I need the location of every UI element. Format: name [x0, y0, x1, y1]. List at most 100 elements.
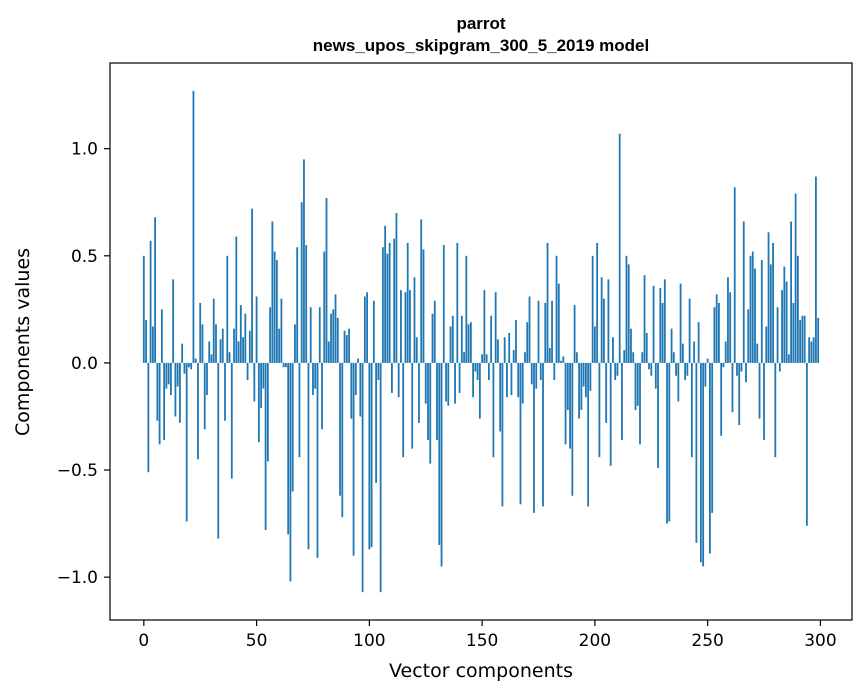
bar — [366, 292, 368, 363]
bar — [670, 328, 673, 363]
bar — [803, 315, 806, 363]
bar — [327, 341, 330, 363]
bar — [815, 176, 817, 363]
bar — [438, 362, 441, 546]
bar — [618, 133, 621, 363]
bar — [566, 362, 569, 411]
bar — [391, 362, 393, 393]
bar — [686, 362, 689, 376]
bar — [587, 362, 590, 507]
bar — [767, 232, 770, 363]
bar — [174, 362, 177, 417]
y-tick-label: −0.5 — [57, 461, 98, 481]
bar — [575, 352, 578, 363]
bar — [339, 362, 341, 496]
bar — [478, 362, 481, 419]
bar — [298, 362, 301, 458]
bar — [582, 362, 585, 387]
bar — [354, 362, 357, 396]
bar — [388, 242, 391, 363]
bar — [440, 362, 443, 567]
bar — [745, 362, 747, 383]
bar — [688, 298, 691, 363]
bar — [181, 343, 184, 363]
bar — [519, 362, 522, 505]
bar — [201, 324, 204, 363]
bar — [715, 294, 718, 363]
bar — [458, 362, 461, 393]
bar — [650, 362, 653, 376]
bar — [636, 362, 639, 406]
bar — [641, 352, 644, 363]
bar — [402, 362, 405, 458]
bar — [224, 362, 226, 421]
bar — [332, 309, 335, 363]
bar — [711, 362, 714, 513]
bar — [485, 354, 488, 363]
bar — [303, 159, 305, 363]
x-tick-label: 0 — [138, 631, 149, 651]
bar — [616, 362, 619, 376]
bar — [309, 307, 312, 363]
x-tick-label: 150 — [466, 631, 498, 651]
bar — [321, 362, 323, 430]
bar — [763, 362, 765, 441]
bar — [546, 242, 549, 363]
bar — [237, 341, 240, 363]
plot-frame — [109, 62, 853, 621]
bar — [463, 352, 465, 363]
bar — [305, 245, 308, 363]
x-tick-label: 300 — [804, 631, 836, 651]
bar — [325, 197, 328, 363]
bar — [494, 292, 497, 363]
bar — [589, 362, 592, 391]
bar — [217, 362, 220, 539]
bar — [160, 309, 163, 363]
bar — [740, 362, 743, 372]
bar — [169, 362, 172, 396]
bar — [713, 307, 716, 363]
bar — [465, 255, 468, 363]
bar — [539, 362, 542, 381]
bar — [645, 332, 648, 363]
bar — [548, 347, 551, 363]
bar — [341, 362, 344, 518]
bar — [557, 283, 560, 363]
y-axis-label: Components values — [12, 248, 34, 436]
bar — [363, 296, 366, 363]
bar — [738, 362, 741, 426]
bar — [384, 225, 387, 363]
x-axis-label: Vector components — [389, 660, 573, 682]
bar — [503, 337, 506, 363]
bar — [578, 362, 580, 419]
bar — [607, 279, 610, 363]
bar — [154, 217, 156, 363]
bar — [736, 362, 738, 376]
bar — [796, 255, 799, 363]
y-tick-label: 0.0 — [71, 354, 98, 374]
bar — [456, 242, 459, 363]
bar — [528, 296, 531, 363]
bar — [368, 362, 371, 550]
bar — [404, 292, 407, 363]
bar — [778, 362, 781, 372]
bar — [460, 315, 463, 363]
bar — [706, 358, 709, 363]
bar — [639, 362, 641, 445]
bar — [758, 362, 761, 419]
bar — [431, 313, 434, 363]
bar — [499, 362, 502, 432]
bar — [810, 341, 813, 363]
bar — [472, 362, 474, 398]
bar — [413, 277, 416, 363]
bar — [487, 362, 490, 381]
bar — [255, 296, 258, 363]
bar — [233, 328, 235, 363]
bar — [621, 362, 623, 441]
bar — [593, 326, 596, 363]
bar — [307, 362, 310, 550]
bar — [560, 360, 562, 363]
bar — [483, 290, 486, 363]
bar — [794, 193, 797, 363]
bar — [476, 362, 479, 381]
